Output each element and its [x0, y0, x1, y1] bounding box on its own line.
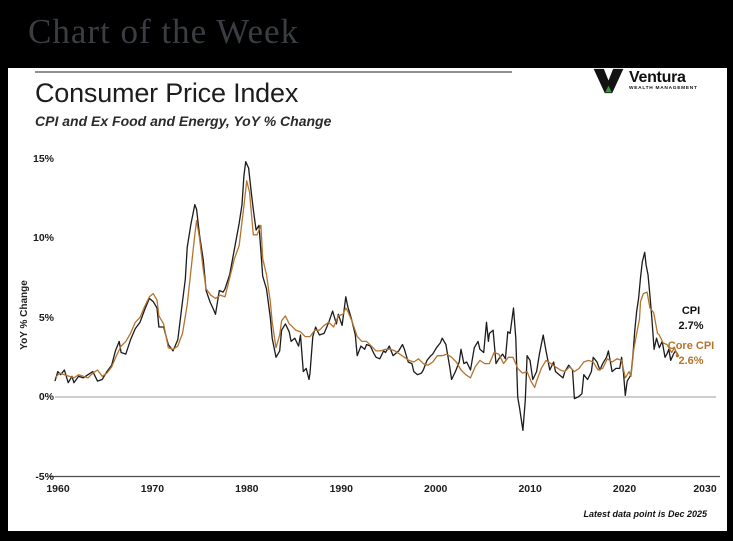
cpi-series-label: CPI 2.7%: [666, 304, 716, 334]
chart-title: Consumer Price Index: [35, 78, 299, 108]
header-separator-line: [35, 71, 512, 73]
x-tick-label: 1990: [329, 483, 353, 495]
y-tick-label: 10%: [32, 232, 54, 244]
ventura-logo: Ventura WEALTH MANAGEMENT: [592, 68, 698, 94]
y-tick-label: 15%: [32, 152, 54, 165]
cpi-latest-value: 2.7%: [678, 320, 704, 332]
ventura-v-icon: [592, 68, 625, 94]
x-tick-label: 1960: [46, 483, 70, 495]
ventura-logo-text: Ventura WEALTH MANAGEMENT: [629, 68, 698, 92]
x-tick-label: 2010: [518, 483, 542, 495]
x-tick-label: 2030: [693, 483, 717, 495]
x-tick-label: 1980: [235, 483, 259, 495]
y-tick-label: 5%: [38, 311, 54, 324]
y-tick-label: 0%: [38, 391, 54, 403]
content-panel: [8, 68, 727, 531]
logo-tagline: WEALTH MANAGEMENT: [629, 86, 698, 91]
footnote: Latest data point is Dec 2025: [583, 509, 707, 519]
chart-subtitle: CPI and Ex Food and Energy, YoY % Change: [35, 113, 332, 129]
x-tick-label: 1970: [140, 483, 165, 495]
logo-brand: Ventura: [629, 69, 686, 86]
core-cpi-latest-value: 2.6%: [678, 355, 704, 367]
slide-title: Chart of the Week: [28, 12, 300, 51]
cpi-series-name: CPI: [681, 305, 701, 317]
x-tick-label: 2000: [424, 483, 448, 495]
core-cpi-series-name: Core CPI: [667, 340, 715, 352]
y-tick-label: -5%: [35, 470, 54, 483]
x-tick-label: 2020: [612, 483, 637, 495]
core-cpi-series-label: Core CPI 2.6%: [661, 339, 721, 369]
